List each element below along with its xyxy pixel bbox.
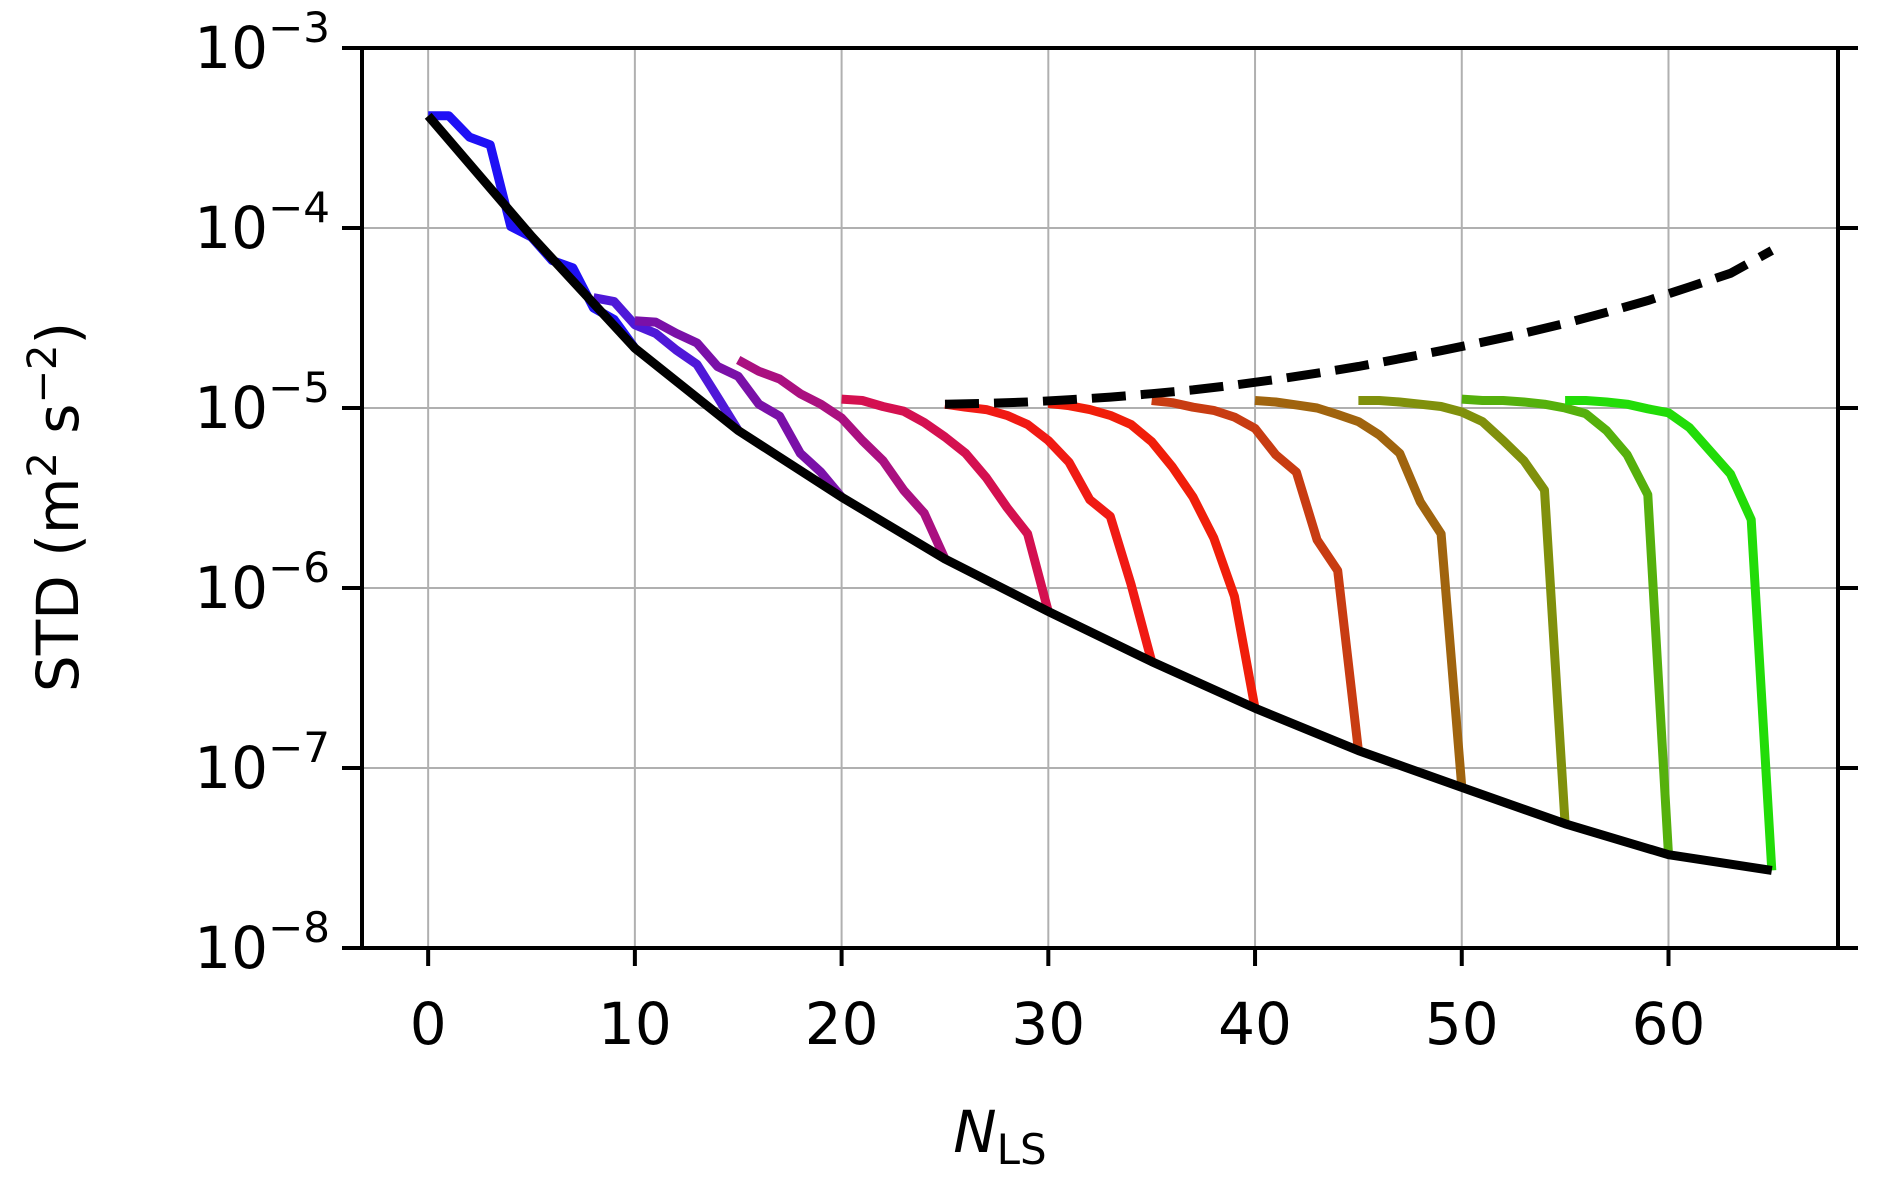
x-tick-label: 50: [1425, 990, 1499, 1058]
y-tick-label: 10−7: [194, 723, 330, 802]
y-tick-label: 10−5: [194, 363, 330, 442]
series-line-9: [1358, 396, 1570, 825]
x-tick-label: 10: [598, 990, 672, 1058]
series-line-4: [841, 394, 1053, 613]
x-tick-label: 60: [1632, 990, 1706, 1058]
y-tick-label: 10−8: [194, 903, 330, 982]
y-tick-label: 10−4: [194, 183, 330, 262]
series-line-11: [1565, 396, 1777, 871]
x-tick-label: 20: [805, 990, 879, 1058]
series-line-5: [944, 399, 1157, 663]
series-line-2: [634, 316, 846, 500]
y-tick-label: 10−6: [194, 543, 330, 622]
tick-labels: 0 10 20 30 40 50 60 10−3 10−4 10−5 10−6 10−7 10−8: [194, 3, 1705, 1058]
x-axis-label-sub: LS: [997, 1125, 1047, 1174]
tick-marks: [342, 46, 1858, 966]
x-axis-label: NLS: [953, 1098, 1046, 1174]
x-axis-label-main: N: [953, 1098, 996, 1166]
series-line-6: [1047, 398, 1260, 710]
series-line-7: [1151, 396, 1363, 752]
series-line-1: [592, 293, 743, 433]
axes-frame: [360, 46, 1840, 950]
envelope-line: [424, 112, 1773, 875]
grid-lines: [362, 47, 1838, 949]
series-line-3: [736, 355, 950, 561]
x-tick-label: 0: [410, 990, 447, 1058]
x-tick-label: 30: [1011, 990, 1085, 1058]
series-group: [424, 111, 1777, 875]
series-line-8: [1254, 396, 1467, 788]
y-axis-label: STD (m2 s−2): [20, 322, 92, 692]
plot-border: [360, 46, 1840, 950]
y-tick-label: 10−3: [194, 3, 330, 82]
series-line-10: [1461, 394, 1673, 855]
dashed-trend-line: [944, 246, 1774, 409]
x-tick-label: 40: [1218, 990, 1292, 1058]
